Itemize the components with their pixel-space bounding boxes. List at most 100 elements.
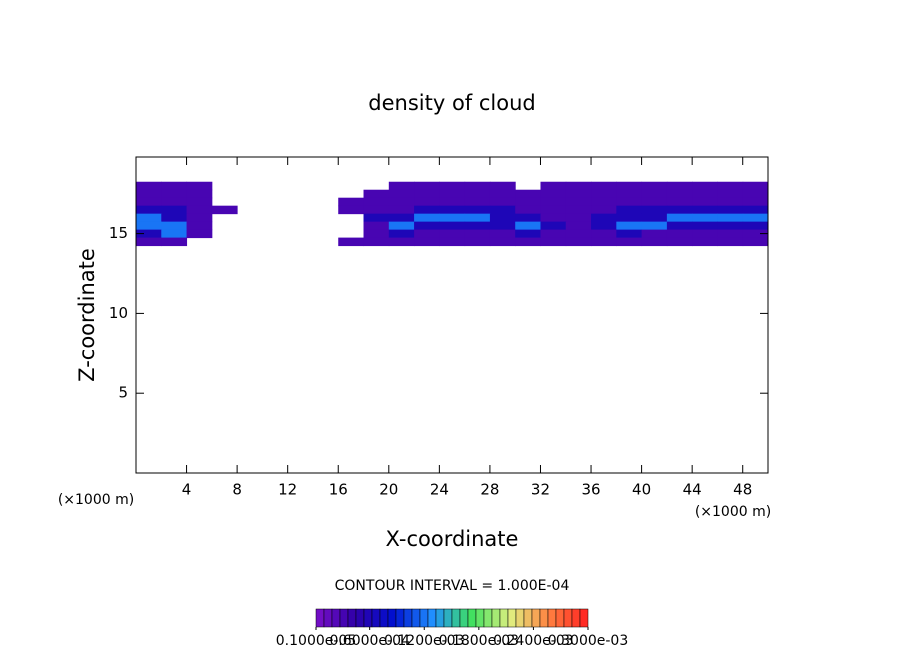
colorbar-swatch [507, 608, 517, 628]
x-tick-label: 28 [480, 481, 499, 499]
colorbar-swatch [435, 608, 445, 628]
density-cell [591, 181, 617, 191]
density-cell [717, 229, 744, 239]
colorbar-swatch [363, 608, 373, 628]
density-cell [666, 213, 693, 223]
density-cell [616, 213, 643, 223]
density-cell [136, 229, 162, 239]
density-cell [363, 205, 390, 215]
colorbar-label: 0.1000e-05 [276, 633, 356, 649]
density-cell [515, 213, 541, 223]
density-cell [464, 229, 491, 239]
density-cell [186, 221, 213, 231]
colorbar-swatch [347, 608, 357, 628]
density-cell [439, 221, 466, 231]
colorbar-label: 0.1200e-03 [384, 633, 464, 649]
density-cell [591, 189, 617, 199]
density-cell [692, 221, 718, 231]
density-cell [489, 229, 516, 239]
density-cell [136, 237, 162, 247]
density-cell [515, 197, 541, 207]
density-cell [591, 213, 617, 223]
colorbar-label: 0.3000e-03 [548, 633, 628, 649]
density-cell [388, 229, 415, 239]
density-cell [616, 197, 643, 207]
chart-title: density of cloud [368, 91, 535, 115]
density-cell [540, 197, 567, 207]
density-cell [414, 229, 440, 239]
colorbar-swatch [579, 608, 589, 628]
density-cell [641, 237, 668, 247]
density-cell [186, 229, 213, 239]
density-cell [136, 189, 162, 199]
density-cell [363, 197, 390, 207]
y-tick-label: 5 [118, 384, 128, 402]
density-cell [591, 229, 617, 239]
density-cell [464, 181, 491, 191]
density-cell [591, 205, 617, 215]
colorbar-swatch [531, 608, 541, 628]
density-cell [641, 229, 668, 239]
x-tick-label: 4 [182, 481, 192, 499]
colorbar-swatch [459, 608, 469, 628]
density-cell [186, 197, 213, 207]
plot-frame [135, 156, 769, 474]
density-cell [616, 181, 643, 191]
density-cell [692, 205, 718, 215]
density-cell [161, 237, 188, 247]
density-cell [161, 197, 188, 207]
density-cell [717, 237, 744, 247]
density-cell [717, 221, 744, 231]
density-cell [616, 205, 643, 215]
density-cell [666, 181, 693, 191]
density-cell [565, 181, 592, 191]
density-cell [439, 237, 466, 247]
colorbar-swatch [371, 608, 381, 628]
density-cell [540, 189, 567, 199]
density-cell [666, 237, 693, 247]
density-cell [489, 181, 516, 191]
density-cell [742, 213, 769, 223]
x-axis-label: X-coordinate [386, 527, 519, 551]
density-cell [641, 205, 668, 215]
colorbar-swatch [315, 608, 325, 628]
density-cell [692, 197, 718, 207]
colorbar-swatch [539, 608, 549, 628]
density-cell [388, 205, 415, 215]
density-cell [136, 181, 162, 191]
colorbar-swatch [387, 608, 397, 628]
density-cell [363, 189, 390, 199]
x-tick-label: 32 [531, 481, 550, 499]
density-cell [616, 221, 643, 231]
density-cell [388, 237, 415, 247]
density-cell [616, 229, 643, 239]
density-cell [565, 213, 592, 223]
colorbar-swatch [419, 608, 429, 628]
density-cell [641, 189, 668, 199]
density-cell [742, 221, 769, 231]
y-unit: (×1000 m) [58, 492, 134, 508]
density-cell [742, 189, 769, 199]
density-cell [414, 181, 440, 191]
density-cell [489, 237, 516, 247]
density-cell [692, 229, 718, 239]
density-cell [641, 221, 668, 231]
density-cell [414, 237, 440, 247]
x-tick-label: 12 [278, 481, 297, 499]
density-cell [540, 237, 567, 247]
density-cell [439, 197, 466, 207]
x-tick-label: 44 [683, 481, 702, 499]
x-tick-label: 36 [581, 481, 600, 499]
density-cell [186, 213, 213, 223]
density-cell [464, 213, 491, 223]
density-cell [692, 189, 718, 199]
colorbar-swatch [467, 608, 477, 628]
density-cell [186, 181, 213, 191]
density-cell [717, 205, 744, 215]
density-cell [186, 205, 213, 215]
colorbar-label: 0.6000e-04 [329, 633, 410, 649]
density-cell [742, 229, 769, 239]
density-cell [363, 221, 390, 231]
